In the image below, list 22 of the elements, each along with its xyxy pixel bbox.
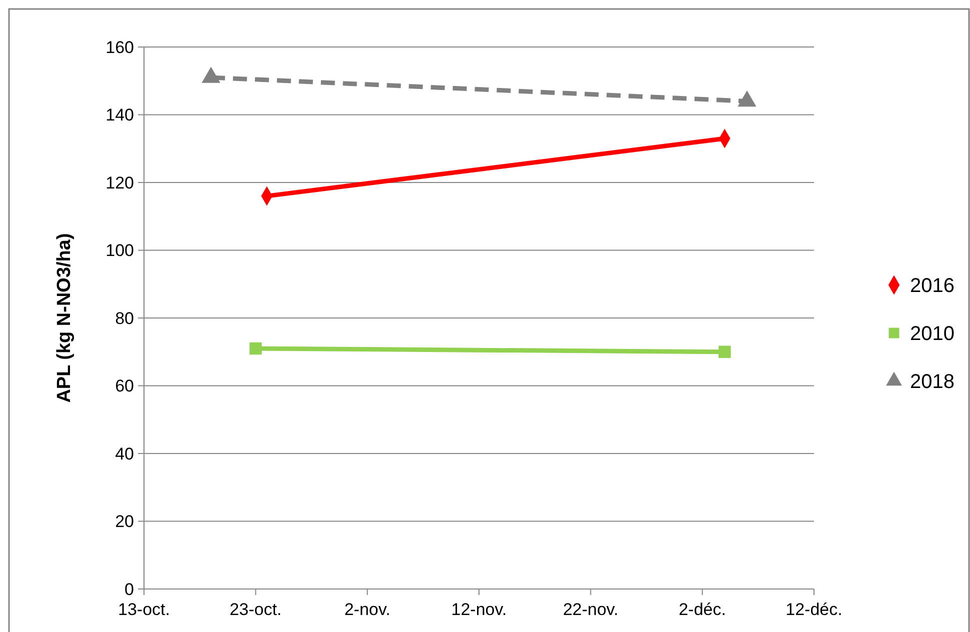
point: [718, 346, 731, 358]
y-tick-label: 0: [124, 580, 134, 599]
y-tick-label: 120: [106, 173, 134, 192]
x-tick-label: 22-nov.: [562, 600, 618, 619]
y-tick-label: 100: [106, 241, 134, 260]
y-tick-label: 140: [106, 106, 134, 125]
legend-label: 2016: [910, 275, 954, 297]
y-tick-label: 20: [115, 512, 134, 532]
y-tick-label: 40: [115, 444, 134, 464]
legend-label: 2010: [910, 323, 954, 345]
y-tick-label: 80: [115, 308, 134, 328]
y-axis-title: APL (kg N-NO3/ha): [54, 233, 75, 403]
x-tick-label: 12-nov.: [451, 600, 507, 619]
legend-label: 2018: [910, 371, 954, 393]
x-tick-label: 2-nov.: [344, 600, 390, 619]
x-tick-label: 23-oct.: [230, 600, 282, 619]
y-tick-label: 60: [115, 376, 134, 396]
x-tick-label: 2-déc.: [678, 600, 726, 619]
x-tick-label: 13-oct.: [118, 600, 170, 619]
y-tick-label: 160: [106, 38, 134, 57]
point: [250, 342, 262, 355]
x-tick-label: 12-déc.: [786, 600, 842, 619]
